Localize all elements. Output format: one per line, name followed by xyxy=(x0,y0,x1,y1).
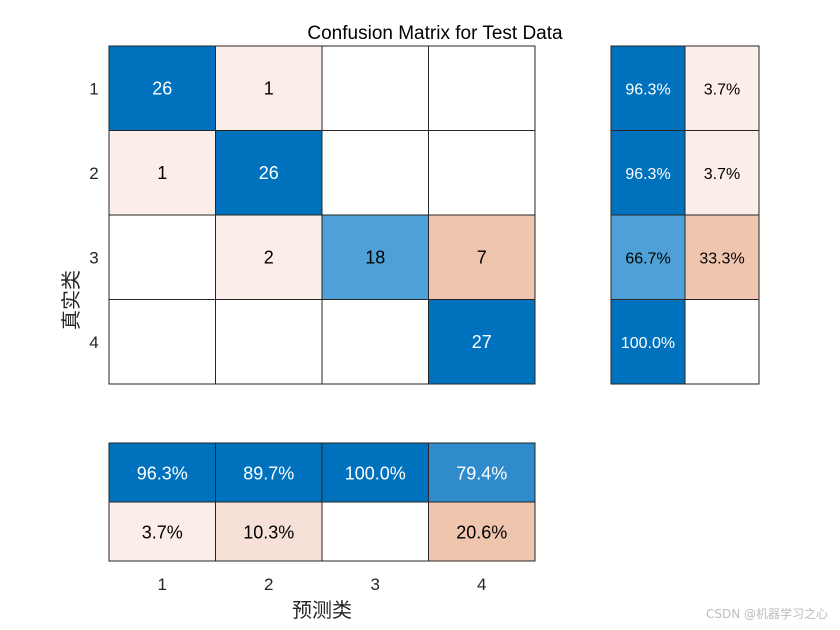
column-summary-cell xyxy=(428,442,536,503)
matrix-cell xyxy=(428,130,536,216)
matrix-value: 18 xyxy=(365,247,385,267)
matrix-value: 26 xyxy=(259,163,279,183)
column-summary-cell xyxy=(108,501,216,562)
row-summary-value: 33.3% xyxy=(699,250,744,267)
matrix-value: 27 xyxy=(472,332,492,352)
row-summary-value: 96.3% xyxy=(625,166,670,183)
matrix-cell xyxy=(428,45,536,131)
matrix-cell xyxy=(321,130,429,216)
y-tick-label: 1 xyxy=(89,79,98,98)
x-tick-label: 3 xyxy=(371,575,380,594)
row-summary-value: 3.7% xyxy=(704,166,740,183)
x-tick-label: 2 xyxy=(264,575,273,594)
matrix-cell xyxy=(108,299,216,385)
matrix-cell xyxy=(215,299,323,385)
column-summary-value: 96.3% xyxy=(137,464,188,484)
y-axis-label: 真实类 xyxy=(59,270,83,330)
row-summary-value: 66.7% xyxy=(625,250,670,267)
row-summary-value: 3.7% xyxy=(704,81,740,98)
matrix-grid: 26 1 1 26 2 18 7 27 xyxy=(108,45,536,385)
row-summary-cell xyxy=(684,45,760,131)
tick-labels: 1 1 2 2 3 3 4 4 xyxy=(89,79,486,594)
column-summary-cell xyxy=(428,501,536,562)
column-summary-cell xyxy=(215,442,323,503)
x-tick-label: 1 xyxy=(158,575,167,594)
matrix-cell xyxy=(428,299,536,385)
watermark: CSDN @机器学习之心 xyxy=(705,607,828,621)
matrix-value: 1 xyxy=(157,163,167,183)
row-summary-grid: 96.3% 3.7% 96.3% 3.7% 66.7% 33.3% 100.0% xyxy=(610,45,760,385)
matrix-cell xyxy=(321,214,429,300)
row-summary-cell xyxy=(684,214,760,300)
column-summary-cell xyxy=(321,501,429,562)
row-summary-cell xyxy=(684,130,760,216)
matrix-cell xyxy=(215,45,323,131)
column-summary-value: 89.7% xyxy=(243,464,294,484)
matrix-cell xyxy=(321,299,429,385)
matrix-value: 7 xyxy=(477,247,487,267)
matrix-value: 2 xyxy=(264,247,274,267)
column-summary-value: 10.3% xyxy=(243,523,294,543)
matrix-value: 1 xyxy=(264,78,274,98)
column-summary-value: 79.4% xyxy=(456,464,507,484)
matrix-cell xyxy=(108,214,216,300)
row-summary-cell xyxy=(610,214,686,300)
x-axis-label: 预测类 xyxy=(292,598,352,622)
column-summary-cell xyxy=(108,442,216,503)
matrix-cell xyxy=(321,45,429,131)
column-summary-value: 3.7% xyxy=(142,523,183,543)
column-summary-value: 100.0% xyxy=(345,464,406,484)
column-summary-grid: 96.3% 89.7% 100.0% 79.4% 3.7% 10.3% 20.6% xyxy=(108,442,536,562)
y-tick-label: 2 xyxy=(89,164,98,183)
chart-title: Confusion Matrix for Test Data xyxy=(307,23,563,44)
row-summary-value: 100.0% xyxy=(621,335,675,352)
matrix-cell xyxy=(215,214,323,300)
y-tick-label: 3 xyxy=(89,248,98,267)
column-summary-cell xyxy=(321,442,429,503)
matrix-cell xyxy=(215,130,323,216)
matrix-value: 26 xyxy=(152,78,172,98)
x-tick-label: 4 xyxy=(477,575,486,594)
row-summary-value: 96.3% xyxy=(625,81,670,98)
row-summary-cell xyxy=(684,299,760,385)
y-tick-label: 4 xyxy=(89,333,98,352)
matrix-cell xyxy=(108,130,216,216)
matrix-cell xyxy=(108,45,216,131)
column-summary-cell xyxy=(215,501,323,562)
column-summary-value: 20.6% xyxy=(456,523,507,543)
